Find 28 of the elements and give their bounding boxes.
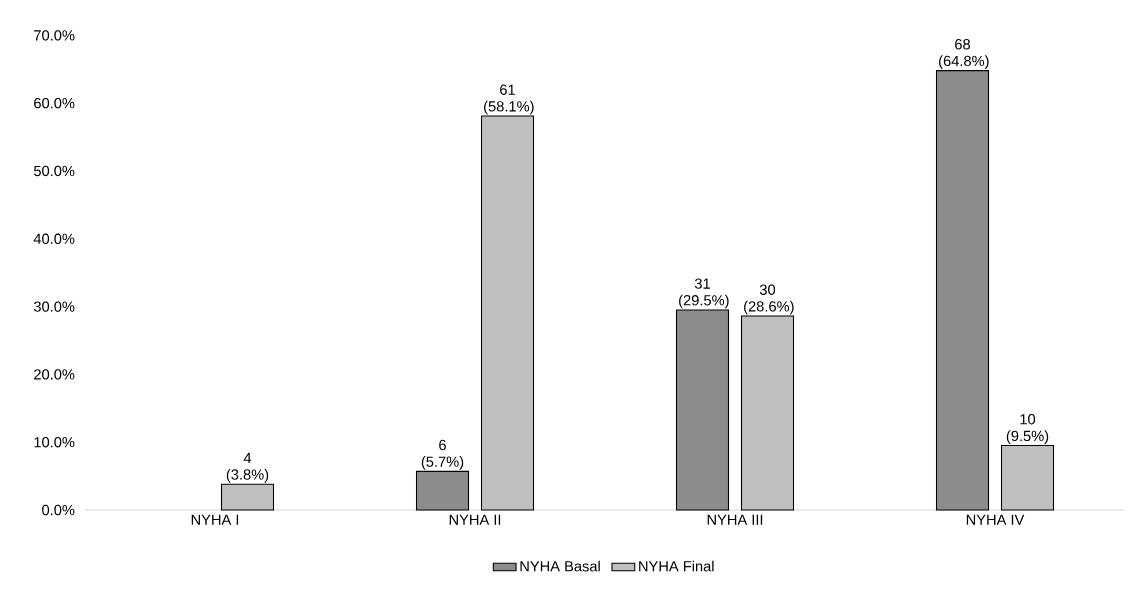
legend-label: NYHA Final <box>639 560 714 572</box>
x-tick-label: NYHA II <box>449 514 501 525</box>
bar <box>480 115 535 511</box>
y-tick-label: 20.0% <box>34 369 75 380</box>
y-tick-label: 60.0% <box>34 97 75 109</box>
y-tick-label: 10.0% <box>34 437 75 448</box>
bar <box>415 470 470 511</box>
data-label: 4 (3.8%) <box>226 452 269 483</box>
data-label: 61 (58.1%) <box>484 84 534 115</box>
data-label: 31 (29.5%) <box>679 278 729 309</box>
y-tick-label: 50.0% <box>33 165 75 177</box>
legend-label: NYHA Basal <box>520 560 600 572</box>
data-label: 68 (64.8%) <box>939 39 989 69</box>
bar <box>1000 445 1055 511</box>
data-label: 30 (28.6%) <box>744 284 794 315</box>
y-tick-label: 30.0% <box>33 301 75 312</box>
data-label: 10 (9.5%) <box>1006 414 1049 444</box>
y-tick-label: 0.0% <box>42 504 75 516</box>
bar <box>740 315 795 511</box>
bar <box>220 483 275 511</box>
x-tick-label: NYHA III <box>707 514 763 525</box>
data-label: 6 (5.7%) <box>421 439 464 470</box>
bar <box>935 70 990 511</box>
x-tick-label: NYHA IV <box>966 514 1025 525</box>
x-tick-label: NYHA I <box>191 514 239 525</box>
bar <box>675 309 730 511</box>
y-tick-label: 40.0% <box>33 233 75 244</box>
y-tick-label: 70.0% <box>34 30 75 41</box>
